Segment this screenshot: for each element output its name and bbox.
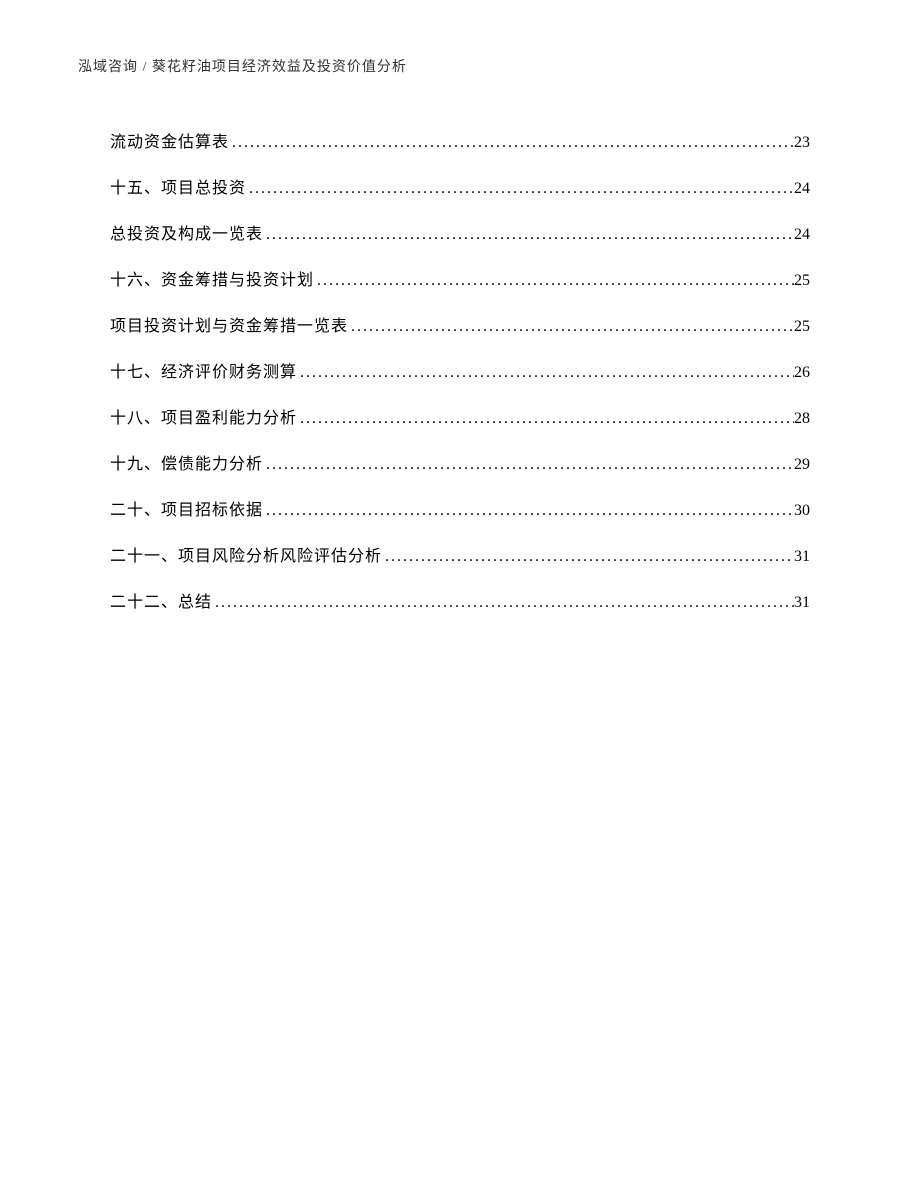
toc-entry-page: 30	[794, 502, 810, 520]
toc-entry: 十七、经济评价财务测算 ............................…	[110, 358, 810, 382]
page-header: 泓域咨询 / 葵花籽油项目经济效益及投资价值分析	[78, 56, 407, 76]
toc-entry-label: 二十、项目招标依据	[110, 496, 263, 520]
toc-entry-page: 31	[794, 594, 810, 612]
toc-entry-page: 29	[794, 456, 810, 474]
toc-entry-page: 23	[794, 134, 810, 152]
toc-entry-label: 十五、项目总投资	[110, 174, 246, 198]
header-text: 泓域咨询 / 葵花籽油项目经济效益及投资价值分析	[78, 60, 407, 75]
table-of-contents: 流动资金估算表 ................................…	[110, 128, 810, 634]
toc-dot-leader: ........................................…	[212, 594, 794, 612]
toc-entry: 十八、项目盈利能力分析 ............................…	[110, 404, 810, 428]
toc-entry: 二十、项目招标依据 ..............................…	[110, 496, 810, 520]
toc-entry: 流动资金估算表 ................................…	[110, 128, 810, 152]
toc-entry-label: 流动资金估算表	[110, 128, 229, 152]
toc-dot-leader: ........................................…	[297, 364, 794, 382]
toc-dot-leader: ........................................…	[246, 180, 794, 198]
toc-dot-leader: ........................................…	[382, 548, 794, 566]
toc-entry: 十九、偿债能力分析 ..............................…	[110, 450, 810, 474]
toc-entry: 二十一、项目风险分析风险评估分析 .......................…	[110, 542, 810, 566]
toc-dot-leader: ........................................…	[263, 226, 794, 244]
toc-entry-label: 十九、偿债能力分析	[110, 450, 263, 474]
toc-entry: 十六、资金筹措与投资计划 ...........................…	[110, 266, 810, 290]
toc-entry: 二十二、总结 .................................…	[110, 588, 810, 612]
toc-entry-page: 28	[794, 410, 810, 428]
toc-entry-page: 24	[794, 226, 810, 244]
toc-entry-label: 二十一、项目风险分析风险评估分析	[110, 542, 382, 566]
toc-dot-leader: ........................................…	[297, 410, 794, 428]
toc-entry-page: 26	[794, 364, 810, 382]
toc-entry-page: 25	[794, 272, 810, 290]
toc-entry-page: 24	[794, 180, 810, 198]
toc-entry-label: 十八、项目盈利能力分析	[110, 404, 297, 428]
toc-entry-label: 十六、资金筹措与投资计划	[110, 266, 314, 290]
toc-entry-label: 总投资及构成一览表	[110, 220, 263, 244]
toc-entry-page: 25	[794, 318, 810, 336]
toc-entry-label: 十七、经济评价财务测算	[110, 358, 297, 382]
toc-entry-label: 二十二、总结	[110, 588, 212, 612]
toc-dot-leader: ........................................…	[229, 134, 794, 152]
toc-entry-label: 项目投资计划与资金筹措一览表	[110, 312, 348, 336]
toc-entry: 十五、项目总投资 ...............................…	[110, 174, 810, 198]
toc-entry: 总投资及构成一览表 ..............................…	[110, 220, 810, 244]
toc-dot-leader: ........................................…	[263, 502, 794, 520]
toc-dot-leader: ........................................…	[314, 272, 794, 290]
toc-entry-page: 31	[794, 548, 810, 566]
toc-entry: 项目投资计划与资金筹措一览表 .........................…	[110, 312, 810, 336]
toc-dot-leader: ........................................…	[263, 456, 794, 474]
toc-dot-leader: ........................................…	[348, 318, 794, 336]
